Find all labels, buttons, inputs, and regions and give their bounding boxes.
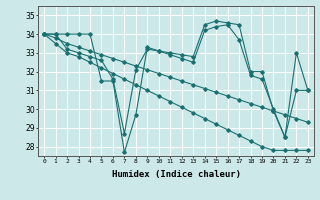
X-axis label: Humidex (Indice chaleur): Humidex (Indice chaleur): [111, 170, 241, 179]
